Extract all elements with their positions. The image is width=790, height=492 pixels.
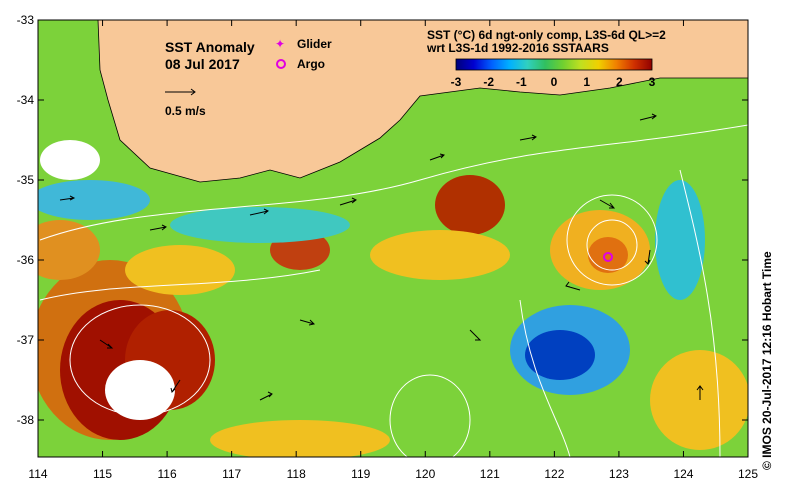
y-tick-label: -37 <box>17 333 35 347</box>
y-tick-label: -36 <box>17 253 35 267</box>
yellow-patch-southeast <box>650 350 748 450</box>
colorbar-tick-label: -2 <box>483 75 494 89</box>
warm-patch-northwest <box>38 220 100 280</box>
warm-eddy-center <box>588 237 628 273</box>
yellow-patch-south <box>210 420 390 457</box>
colorbar-ticks: -3 -2 -1 0 1 2 3 <box>451 75 656 89</box>
x-tick-label: 117 <box>222 467 241 481</box>
yellow-patch-b <box>370 230 510 280</box>
x-tick-label: 123 <box>609 467 629 481</box>
vector-scale-label: 0.5 m/s <box>165 104 206 118</box>
plot-area <box>38 20 748 457</box>
y-tick-label: -35 <box>17 173 35 187</box>
current-band <box>170 207 350 243</box>
colorbar-title-line2: wrt L3S-1d 1992-2016 SSTAARS <box>426 41 609 55</box>
vector-scale-arrow <box>165 88 196 96</box>
x-tick-label: 115 <box>93 467 112 481</box>
yellow-patch-a <box>125 245 235 295</box>
y-axis: -33-34-35-36-37-38 <box>17 13 748 427</box>
x-tick-label: 122 <box>544 467 564 481</box>
credit-text: © IMOS 20-Jul-2017 12:16 Hobart Time <box>760 251 774 470</box>
y-tick-label: -33 <box>17 13 35 27</box>
colorbar-tick-label: 1 <box>583 75 590 89</box>
x-tick-label: 120 <box>415 467 435 481</box>
hot-patch-120 <box>435 175 505 235</box>
marker-legend: ✦ Glider Argo <box>275 37 332 71</box>
x-tick-label: 125 <box>738 467 758 481</box>
argo-legend-label: Argo <box>297 57 325 71</box>
ssh-contours <box>39 124 748 457</box>
cold-core <box>525 330 595 380</box>
glider-legend-icon: ✦ <box>275 37 285 51</box>
cloud-gap-b <box>40 140 100 180</box>
colorbar-tick-label: -3 <box>451 75 462 89</box>
colorbar: SST (°C) 6d ngt-only comp, L3S-6d QL>=2 … <box>426 28 666 89</box>
x-tick-label: 118 <box>287 467 306 481</box>
x-tick-label: 114 <box>28 467 47 481</box>
current-vectors <box>59 113 704 401</box>
cyan-band-east <box>655 180 705 300</box>
map-date: 08 Jul 2017 <box>165 56 240 72</box>
argo-float-marker <box>603 252 613 262</box>
x-axis: 114 115 116 117 118 119 120 121 122 123 124 125 <box>28 20 758 481</box>
colorbar-tick-label: 0 <box>551 75 558 89</box>
colorbar-title-line1: SST (°C) 6d ngt-only comp, L3S-6d QL>=2 <box>427 28 666 42</box>
colorbar-tick-label: 3 <box>649 75 656 89</box>
x-tick-label: 119 <box>351 467 370 481</box>
x-tick-label: 124 <box>673 467 693 481</box>
cyan-patch-northwest <box>38 180 150 220</box>
vector-scale: 0.5 m/s <box>165 88 206 118</box>
map-title: SST Anomaly <box>165 39 255 55</box>
colorbar-tick-label: -1 <box>516 75 527 89</box>
glider-legend-label: Glider <box>297 37 332 51</box>
y-tick-label: -34 <box>17 93 35 107</box>
x-tick-label: 116 <box>158 467 177 481</box>
cloud-gap-a <box>105 360 175 420</box>
y-tick-label: -38 <box>17 413 35 427</box>
colorbar-tick-label: 2 <box>616 75 623 89</box>
argo-legend-icon <box>276 59 286 69</box>
colorbar-bar <box>455 58 653 71</box>
plot-frame <box>37 19 749 458</box>
x-tick-label: 121 <box>480 467 500 481</box>
anomaly-field <box>38 140 748 457</box>
